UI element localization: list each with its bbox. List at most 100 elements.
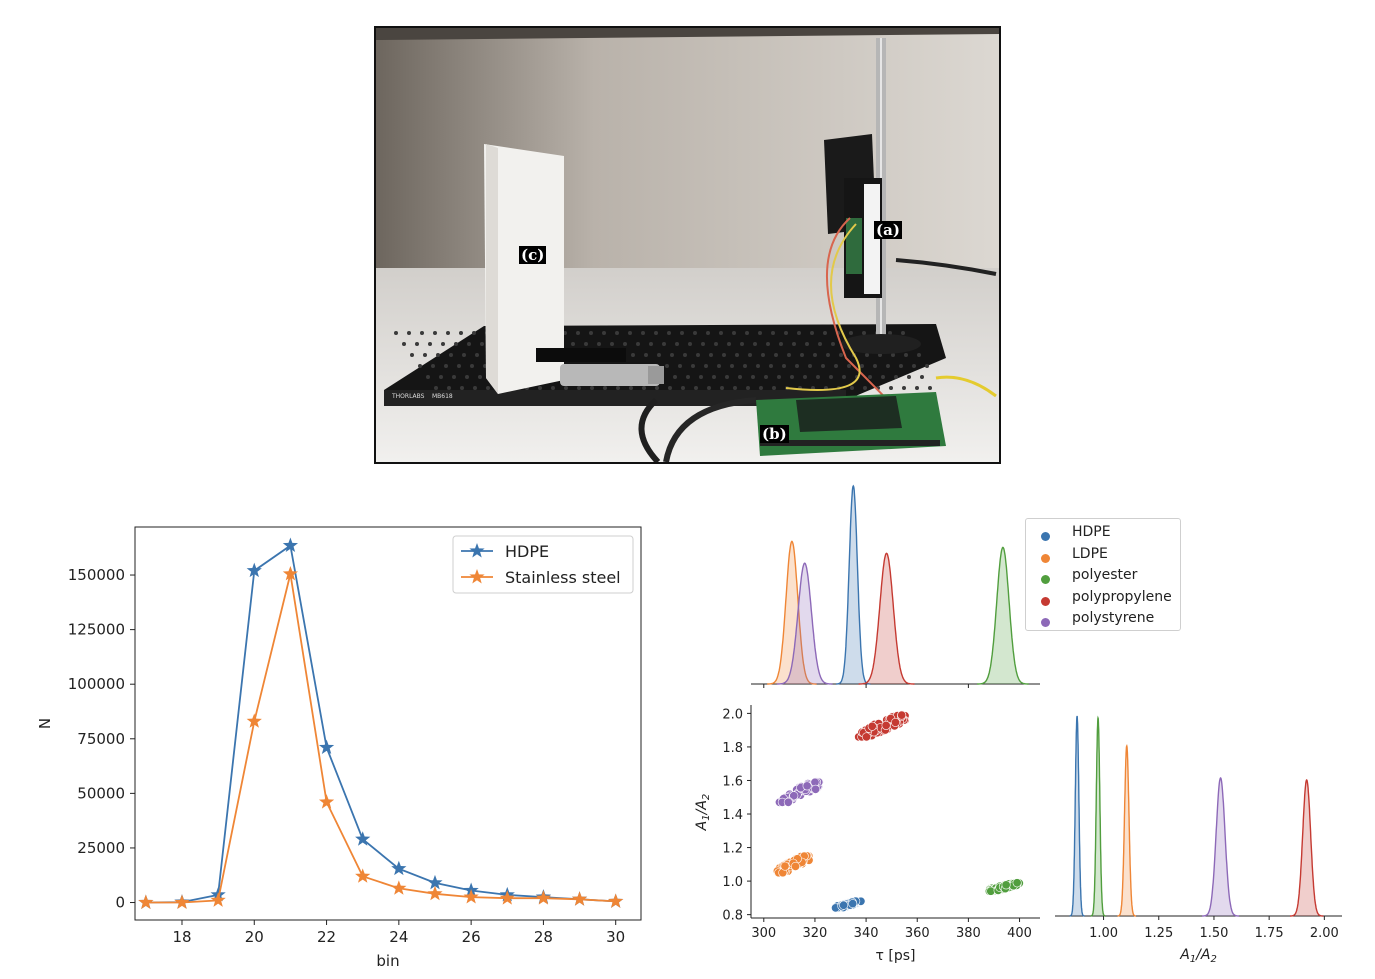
breadboard-hole <box>849 331 853 335</box>
scatter-point <box>780 861 790 871</box>
density-curve <box>1202 777 1240 917</box>
breadboard-hole <box>925 364 929 368</box>
legend-label: polystyrene <box>1072 610 1155 626</box>
breadboard-hole <box>748 353 752 357</box>
scatter-point <box>790 861 800 871</box>
x-tick-label: 30 <box>606 928 625 946</box>
legend-marker <box>469 569 485 584</box>
legend-label: polypropylene <box>1072 588 1172 605</box>
breadboard-hole <box>694 386 698 390</box>
data-point <box>608 893 624 908</box>
x-tick-label: 300 <box>751 926 776 941</box>
legend-marker <box>469 543 485 558</box>
breadboard-hole <box>784 331 788 335</box>
breadboard-hole <box>473 386 477 390</box>
plate-brand: THORLABS <box>391 393 425 400</box>
y-tick-label: 150000 <box>68 566 125 584</box>
breadboard-hole <box>571 342 575 346</box>
breadboard-hole <box>821 364 825 368</box>
line-chart-legend <box>452 535 634 594</box>
series-line <box>145 573 616 904</box>
scatter-point <box>897 710 907 720</box>
breadboard-hole <box>745 331 749 335</box>
breadboard-hole <box>751 375 755 379</box>
breadboard-hole <box>564 386 568 390</box>
legend-item: polyester <box>1026 566 1180 588</box>
breadboard-hole <box>615 331 619 335</box>
breadboard-hole <box>465 375 469 379</box>
breadboard-hole <box>790 375 794 379</box>
density-area <box>1090 718 1106 916</box>
data-point <box>355 868 371 883</box>
breadboard-hole <box>756 364 760 368</box>
breadboard-hole <box>717 364 721 368</box>
setup-photo-drawing: THORLABS MB618 <box>376 28 999 462</box>
breadboard-hole <box>551 386 555 390</box>
breadboard-hole <box>662 342 666 346</box>
breadboard-hole <box>735 353 739 357</box>
scatter-point <box>811 784 821 794</box>
breadboard-hole <box>426 375 430 379</box>
x-axis-label: τ [ps] <box>876 948 916 964</box>
data-point <box>535 890 552 905</box>
breadboard-hole <box>655 386 659 390</box>
y-tick-label: 2.0 <box>722 707 743 722</box>
breadboard-hole <box>795 364 799 368</box>
density-curve <box>1069 715 1085 917</box>
breadboard-hole <box>584 342 588 346</box>
data-point <box>246 562 262 578</box>
breadboard-hole <box>907 375 911 379</box>
breadboard-hole <box>475 353 479 357</box>
breadboard-hole <box>712 375 716 379</box>
data-point <box>318 739 335 754</box>
breadboard-hole <box>816 375 820 379</box>
breadboard-hole <box>644 353 648 357</box>
density-curve <box>836 484 871 685</box>
scatter-point <box>1012 878 1022 888</box>
legend-item: polypropylene <box>1026 588 1180 610</box>
breadboard-hole <box>759 386 763 390</box>
data-point <box>174 894 190 910</box>
data-point <box>246 713 262 728</box>
breadboard-hole <box>631 353 635 357</box>
breadboard-hole <box>649 342 653 346</box>
breadboard-hole <box>678 364 682 368</box>
breadboard-hole <box>668 386 672 390</box>
breadboard-hole <box>701 342 705 346</box>
breadboard-hole <box>470 364 474 368</box>
legend-label: HDPE <box>505 542 549 561</box>
breadboard-hole <box>787 353 791 357</box>
y-tick-label: 1.2 <box>722 842 743 857</box>
density-area <box>776 563 833 684</box>
x-tick-label: 24 <box>389 928 408 946</box>
density-curve <box>767 540 817 685</box>
breadboard-hole <box>733 386 737 390</box>
breadboard-hole <box>667 331 671 335</box>
line-chart-frame <box>134 526 642 921</box>
breadboard-hole <box>434 386 438 390</box>
breadboard-hole <box>457 364 461 368</box>
breadboard-hole <box>454 342 458 346</box>
breadboard-hole <box>670 353 674 357</box>
data-point <box>391 880 407 895</box>
x-tick-label: 1.00 <box>1089 926 1118 941</box>
breadboard-hole <box>431 364 435 368</box>
breadboard-hole <box>467 342 471 346</box>
breadboard-hole <box>847 364 851 368</box>
breadboard-hole <box>654 331 658 335</box>
breadboard-hole <box>881 375 885 379</box>
breadboard-hole <box>831 342 835 346</box>
breadboard-hole <box>766 342 770 346</box>
breadboard-hole <box>665 364 669 368</box>
breadboard-hole <box>810 331 814 335</box>
legend-item: LDPE <box>1026 545 1180 567</box>
breadboard-hole <box>433 331 437 335</box>
data-point <box>355 831 371 846</box>
breadboard-hole <box>681 386 685 390</box>
x-axis-label: A1/A2 <box>1179 947 1217 965</box>
label-a: (a) <box>874 221 902 239</box>
breadboard-hole <box>407 331 411 335</box>
breadboard-hole <box>538 386 542 390</box>
breadboard-hole <box>402 342 406 346</box>
breadboard-hole <box>920 375 924 379</box>
